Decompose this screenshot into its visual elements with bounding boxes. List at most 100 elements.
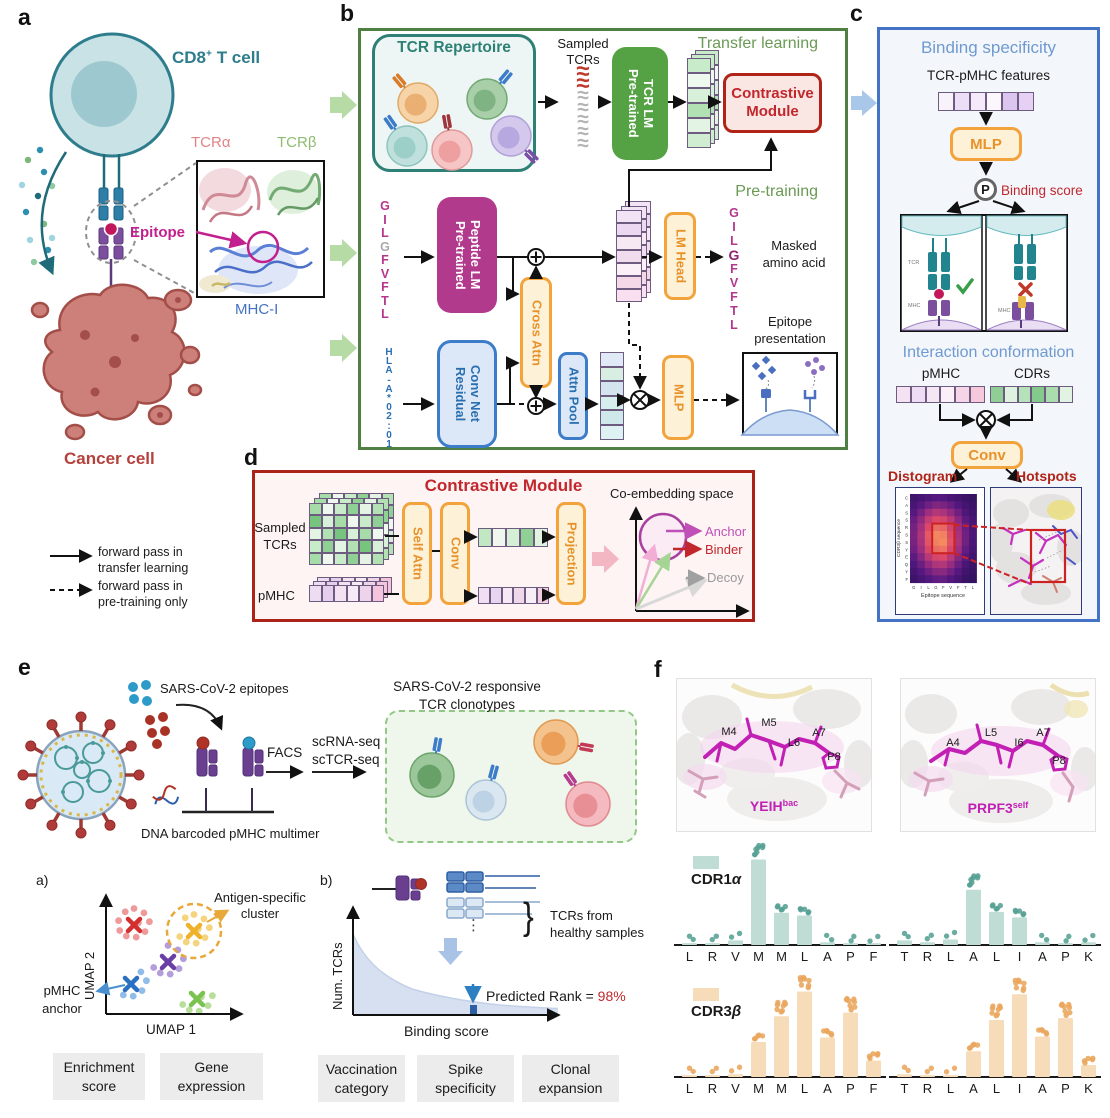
- pmhc-multimer-illustration: [152, 736, 274, 814]
- residue-label: P8: [827, 751, 840, 763]
- axis-letter: M: [776, 1081, 787, 1096]
- svg-text:V: V: [949, 585, 952, 590]
- binder-label: Binder: [705, 542, 743, 557]
- cdr1a-legend-label: CDR1α: [691, 871, 742, 888]
- residue-label: A7: [812, 727, 825, 739]
- cancer-cell-label: Cancer cell: [64, 449, 155, 468]
- distogram-ylabel: CDR3β sequence: [896, 519, 902, 557]
- seq-label: scRNA-seq scTCR-seq: [312, 734, 381, 767]
- axis-letter: K: [1084, 949, 1093, 964]
- category-box-clonal: Clonal expansion: [522, 1055, 619, 1102]
- cd8-tcell-label: CD8+ T cell: [172, 48, 261, 67]
- residue-label: L6: [788, 737, 800, 749]
- pmhc-latent-row: [478, 587, 549, 604]
- axis-letter: P: [1061, 949, 1070, 964]
- category-box-spike: Spike specificity: [417, 1055, 514, 1102]
- predicted-rank-label: Predicted Rank = 98%: [486, 988, 626, 1004]
- mhc-embedding-column: [600, 352, 624, 440]
- mlp-box-c: MLP: [950, 127, 1022, 161]
- axis-letter: A: [1038, 1081, 1047, 1096]
- self-attn-box: Self Attn: [402, 502, 432, 605]
- panel-a-label: a: [18, 4, 31, 30]
- axis-letter: R: [923, 949, 932, 964]
- residue-label: P8: [1052, 755, 1065, 767]
- hotspots-structure: [990, 487, 1082, 615]
- transfer-learning-label: Transfer learning: [697, 35, 818, 52]
- svg-text:S: S: [905, 510, 908, 515]
- binding-illustration: TCR MHC MHC: [900, 214, 1068, 332]
- legend-solid-text: forward pass in transfer learning: [98, 545, 189, 576]
- epitope-dots: [128, 680, 170, 749]
- svg-text:A: A: [905, 503, 908, 508]
- axis-letter: L: [993, 1081, 1000, 1096]
- axis-letter: L: [686, 1081, 693, 1096]
- cell-icon: [383, 114, 428, 167]
- distogram-highlight-rect: [931, 522, 956, 555]
- masked-amino-acid-label: Masked amino acid: [762, 238, 826, 270]
- axis-letter: L: [801, 1081, 808, 1096]
- binding-score-distribution: [352, 933, 559, 1016]
- cdr3b-legend-swatch: [693, 988, 719, 1001]
- mhc-small-label-right: MHC: [998, 308, 1011, 314]
- epitope-presentation-label: Epitope presentation: [754, 314, 826, 346]
- vdots-glyph: ⋮: [466, 917, 481, 934]
- structure-prpf3: A4 L5 I6 A7 P8 PRPF3self: [900, 678, 1096, 832]
- axis-letter: T: [901, 1081, 909, 1096]
- axis-letter: F: [870, 949, 878, 964]
- contrastive-module-title: Contrastive Module: [424, 476, 583, 495]
- cell-icon: [392, 73, 439, 124]
- axis-letter: L: [993, 949, 1000, 964]
- pmhc-anchor-label: pMHC anchor: [42, 983, 82, 1016]
- decoy-label: Decoy: [707, 570, 744, 585]
- svg-text:S: S: [905, 533, 908, 538]
- tcr-beta-label: TCRβ: [277, 134, 317, 151]
- umap-cluster-antigen-specific: [176, 911, 213, 947]
- pmhc-row-d: [309, 585, 384, 602]
- cell-icon: [465, 764, 507, 821]
- attn-pool-box: Attn Pool: [558, 352, 588, 440]
- tcr-small-label: TCR: [908, 260, 919, 266]
- binding-score-axis-label: Binding score: [404, 1023, 489, 1039]
- pmhc-label-d: pMHC: [258, 588, 295, 603]
- umap-cluster-green: [179, 990, 216, 1015]
- tcr-icon: [98, 187, 124, 221]
- svg-text:E: E: [905, 555, 908, 560]
- cdrs-feature-row: [990, 386, 1073, 403]
- svg-text:L: L: [927, 585, 930, 590]
- mlp-box-b: MLP: [662, 355, 694, 440]
- predicted-rank-tick: [470, 1005, 477, 1016]
- svg-text:F: F: [957, 585, 960, 590]
- sub-a-label: a): [36, 872, 49, 888]
- anchor-label: Anchor: [705, 524, 747, 539]
- contrastive-module-line2: Module: [746, 103, 799, 120]
- residue-label: A7: [1036, 727, 1049, 739]
- binding-score-label: Binding score: [1001, 183, 1083, 198]
- pretrained-peptide-lm-box: Pre-trained Peptide LM: [437, 197, 497, 313]
- sub-b-label: b): [320, 872, 333, 888]
- axis-letter: T: [901, 949, 909, 964]
- hotspots-label: Hotspots: [1016, 468, 1077, 484]
- conv-box-c: Conv: [951, 441, 1023, 469]
- axis-letter: P: [846, 1081, 855, 1096]
- distogram-label: Distogram: [888, 468, 958, 484]
- cdr3b-legend-label: CDR3β: [691, 1003, 742, 1020]
- cell-icon: [563, 771, 611, 827]
- pre-training-label: Pre-training: [735, 183, 818, 200]
- legend-dashed-text: forward pass in pre-training only: [98, 579, 188, 610]
- healthy-samples-label: TCRs from healthy samples: [550, 908, 644, 940]
- cell-icon: [431, 114, 473, 171]
- tcr-embedding-stack: [687, 58, 711, 148]
- axis-letter: R: [923, 1081, 932, 1096]
- multimer-label: DNA barcoded pMHC multimer: [141, 826, 320, 841]
- svg-text:S: S: [905, 518, 908, 523]
- axis-letter: M: [776, 949, 787, 964]
- axis-letter: V: [731, 949, 740, 964]
- projection-box: Projection: [556, 502, 586, 605]
- axis-letter: K: [1084, 1081, 1093, 1096]
- axis-letter: L: [801, 949, 808, 964]
- axis-letter: A: [969, 1081, 978, 1096]
